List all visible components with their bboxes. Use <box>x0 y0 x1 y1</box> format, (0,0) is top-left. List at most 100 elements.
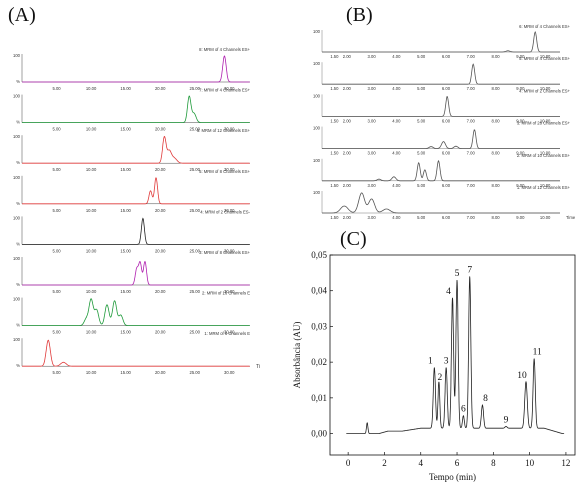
panel-a-trace-label: 4: MRM of 2 Channels ES- <box>200 209 250 214</box>
panel-a-ymin-label: % <box>16 120 20 125</box>
panel-b-xtick-label: 6.00 <box>442 118 451 123</box>
panel-b-xtick-label: 3.00 <box>368 151 377 156</box>
panel-b-xtick-label: 10.00 <box>540 54 551 59</box>
panel-c-plot-frame <box>329 254 576 456</box>
panel-a-ymax-label: 100 <box>13 175 21 180</box>
panel-b-xtick-label: 10.00 <box>540 86 551 91</box>
panel-a-ymax-label: 100 <box>13 337 21 342</box>
panel-b-trace-label: 3: MRM of 26 Channels ES+ <box>517 121 571 126</box>
panel-b-xtick-label: 7.00 <box>467 151 476 156</box>
panel-b-xtick-label: 2.00 <box>343 151 352 156</box>
panel-b-ymax-label: 100 <box>313 29 321 34</box>
panel-b-letter: (B) <box>346 4 373 26</box>
panel-a-xtick-label: 25.00 <box>189 330 200 335</box>
panel-a-xtick-label: 25.00 <box>189 248 200 253</box>
panel-a-xtick-label: 5.00 <box>52 248 61 253</box>
panel-b-xtick-label: 8.00 <box>491 151 500 156</box>
panel-a-xtick-label: 10.00 <box>86 370 97 375</box>
panel-b-trace-4: 100 4: MRM of 2 Channels ES+ 1.50 2.00 3.00 4… <box>313 88 571 123</box>
panel-b-xtick-label: 5.00 <box>417 86 426 91</box>
panel-a-xtick-label: 15.00 <box>120 167 131 172</box>
panel-c-peak-label: 1 <box>428 357 433 367</box>
panel-a-xtick-label: 30.00 <box>224 127 235 132</box>
panel-b-trace-line <box>322 63 560 85</box>
panel-b-xtick-label: 3.00 <box>368 215 377 220</box>
panel-b-xtick-label: 2.00 <box>343 118 352 123</box>
panel-b-xtick-label: 7.00 <box>467 183 476 188</box>
panel-a-xtick-label: 30.00 <box>224 248 235 253</box>
panel-a-xtick-label: 5.00 <box>52 330 61 335</box>
panel-b-xtick-label: 8.00 <box>491 54 500 59</box>
panel-b-xtick-label: 9.00 <box>516 86 525 91</box>
panel-a-trace-label: 8: MRM of 4 Channels ES+ <box>199 47 250 52</box>
panel-a-trace-2: 100% 2: MRM of 16 Channels E 5.00 10.00 15.0… <box>13 291 250 335</box>
panel-a-xtick-label: 15.00 <box>120 248 131 253</box>
panel-a-xtick-label: 20.00 <box>155 167 166 172</box>
panel-c-xtick-label: 8 <box>491 458 496 468</box>
panel-b-xtick-label: 9.00 <box>516 215 525 220</box>
panel-a-trace-line <box>22 176 250 205</box>
panel-a-xtick-label: 20.00 <box>155 208 166 213</box>
panel-b-xtick-label: 1.50 <box>330 86 339 91</box>
panel-b-xtick-label: 1.50 <box>330 183 339 188</box>
panel-c-ytick-label: 0,00 <box>311 429 327 439</box>
panel-a-xtick-label: 10.00 <box>86 330 97 335</box>
panel-a-trace-1: 100% 1: MRM of 6 Channels E 5.00 10.00 15.00… <box>13 331 250 375</box>
panel-a-ymax-label: 100 <box>13 297 21 302</box>
panel-a-trace-4: 100% 4: MRM of 2 Channels ES- 5.00 10.00 15.… <box>13 209 251 253</box>
panel-c-peak-label: 2 <box>438 373 443 383</box>
panel-b-xtick-label: 10.00 <box>540 183 551 188</box>
panel-a-trace-line <box>22 298 250 326</box>
panel-c-x-axis-label: Tempo (min) <box>429 472 476 482</box>
panel-a-trace-line <box>22 260 250 286</box>
panel-c-peak-label: 5 <box>455 269 460 279</box>
panel-a-xtick-label: 10.00 <box>86 86 97 91</box>
panel-a-trace-7: 100% 7: MRM of 4 Channels ES+ 5.00 10.00 15.… <box>13 88 251 132</box>
panel-c-ytick-label: 0,01 <box>311 393 327 403</box>
panel-a-xtick-label: 20.00 <box>155 127 166 132</box>
panel-a-xtick-label: 5.00 <box>52 370 61 375</box>
panel-b-xtick-label: 9.00 <box>516 118 525 123</box>
panel-a-xtick-label: 20.00 <box>155 370 166 375</box>
panel-a-trace-5: 100% 5: MRM of 8 Channels ES+ 5.00 10.00 15.… <box>13 169 251 213</box>
panel-a-trace-label: 5: MRM of 8 Channels ES+ <box>199 169 250 174</box>
panel-b-ymax-label: 100 <box>313 158 321 163</box>
panel-a-ymax-label: 100 <box>13 94 21 99</box>
panel-b-ymax-label: 100 <box>313 61 321 66</box>
panel-a-xtick-label: 30.00 <box>224 370 235 375</box>
panel-b-xtick-label: 1.50 <box>330 118 339 123</box>
panel-a-trace-line <box>22 135 250 164</box>
panel-a-xtick-label: 10.00 <box>86 167 97 172</box>
panel-a-trace-6: 100% 6: MRM of 12 Channels ES+ 5.00 10.00 15… <box>13 128 251 172</box>
panel-b-xtick-label: 8.00 <box>491 86 500 91</box>
panel-a-trace-label: 6: MRM of 12 Channels ES+ <box>197 128 251 133</box>
panel-b-trace-6: 100 6: MRM of 4 Channels ES+ 1.50 2.00 3.00 4… <box>313 24 571 59</box>
panel-a-xtick-label: 25.00 <box>189 289 200 294</box>
panel-c-peak-label: 3 <box>444 357 449 367</box>
panel-a-ymin-label: % <box>16 323 20 328</box>
panel-b-xtick-label: 1.50 <box>330 54 339 59</box>
panel-a-ymax-label: 100 <box>13 215 21 220</box>
panel-c-peak-label: 6 <box>461 405 466 415</box>
panel-a-xtick-label: 10.00 <box>86 289 97 294</box>
panel-b-xtick-label: 9.00 <box>516 183 525 188</box>
panel-b-xtick-label: 6.00 <box>442 183 451 188</box>
panel-b-xtick-label: 4.00 <box>392 215 401 220</box>
panel-a-trace-line <box>22 55 250 83</box>
panel-a-xtick-label: 5.00 <box>52 127 61 132</box>
panel-b-xtick-label: 7.00 <box>467 86 476 91</box>
panel-b-xtick-label: 6.00 <box>442 86 451 91</box>
panel-a-ymin-label: % <box>16 79 20 84</box>
panel-a-xtick-label: 15.00 <box>120 208 131 213</box>
panel-b-trace-5: 100 5: MRM of 4 Channels ES+ 1.50 2.00 3.00 4… <box>313 56 571 91</box>
panel-a-xtick-label: 10.00 <box>86 248 97 253</box>
panel-b-trace-label: 2: MRM of 10 Channels ES+ <box>517 153 571 158</box>
panel-b-xtick-label: 4.00 <box>392 118 401 123</box>
panel-a-trace-line <box>22 217 250 245</box>
panel-c-peak-label: 8 <box>483 394 488 404</box>
panel-b-xtick-label: 10.00 <box>540 215 551 220</box>
panel-c-peak-label: 9 <box>504 415 509 425</box>
panel-b-xtick-label: 1.50 <box>330 151 339 156</box>
panel-b-xtick-label: 5.00 <box>417 183 426 188</box>
